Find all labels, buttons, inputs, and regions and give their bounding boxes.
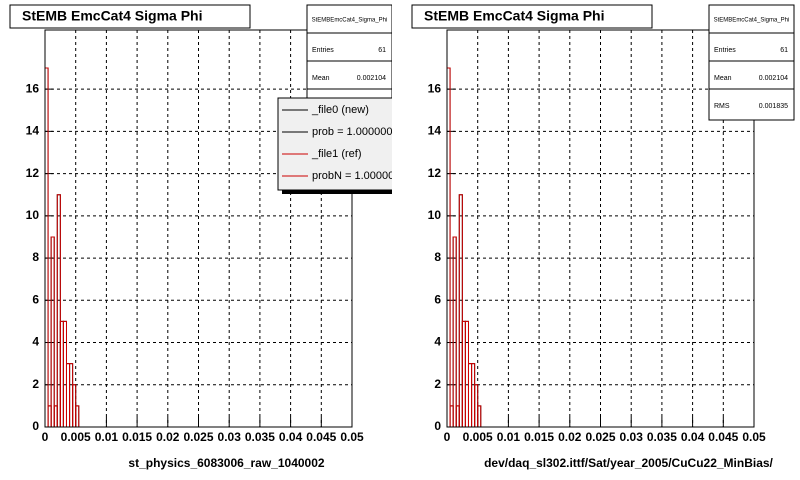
y-tick-label: 0	[434, 419, 441, 433]
stats-label: RMS	[714, 103, 730, 110]
x-tick-label: 0.035	[647, 430, 677, 444]
y-tick-label: 4	[32, 335, 39, 349]
x-tick-label: 0.03	[620, 430, 644, 444]
y-tick-label: 2	[32, 377, 39, 391]
y-tick-label: 8	[32, 250, 39, 264]
y-tick-label: 10	[428, 208, 442, 222]
y-tick-label: 14	[428, 124, 442, 138]
x-tick-label: 0.005	[61, 430, 91, 444]
stats-value: 61	[378, 47, 386, 54]
footer-label: st_physics_6083006_raw_1040002	[128, 456, 324, 470]
y-tick-label: 4	[434, 335, 441, 349]
histogram-bin	[56, 194, 61, 427]
x-tick-label: 0.01	[497, 430, 521, 444]
y-tick-label: 12	[26, 166, 40, 180]
stats-label: Mean	[714, 75, 732, 82]
legend-entry: _file0 (new)	[311, 104, 369, 116]
x-tick-label: 0.04	[681, 430, 705, 444]
y-tick-label: 8	[434, 250, 441, 264]
stats-value: 0.002104	[357, 75, 386, 82]
x-tick-label: 0.015	[122, 430, 152, 444]
x-tick-label: 0	[42, 430, 49, 444]
y-tick-label: 6	[434, 292, 441, 306]
footer-label: dev/daq_sl302.ittf/Sat/year_2005/CuCu22_…	[484, 456, 773, 470]
stats-value: 0.001835	[759, 103, 788, 110]
y-tick-label: 6	[32, 292, 39, 306]
y-tick-label: 2	[434, 377, 441, 391]
x-tick-label: 0.04	[279, 430, 303, 444]
x-tick-label: 0.015	[524, 430, 554, 444]
stats-box	[708, 4, 795, 121]
y-tick-label: 16	[428, 81, 442, 95]
histogram-bin	[50, 236, 55, 427]
histogram-bin	[75, 405, 80, 427]
histogram-bin	[477, 405, 482, 427]
legend-note: probN = 1.000000	[312, 170, 400, 182]
stats-label: Entries	[714, 47, 736, 54]
legend-entry: _file1 (ref)	[311, 148, 362, 160]
x-tick-label: 0.035	[245, 430, 275, 444]
legend-note: prob = 1.000000	[312, 126, 392, 138]
stats-title: StEMBEmcCat4_Sigma_Phi	[714, 18, 790, 24]
title-box	[411, 4, 653, 29]
stats-value: 0.002104	[759, 75, 788, 82]
y-tick-label: 14	[26, 124, 40, 138]
title-box	[9, 4, 251, 29]
stats-value: 61	[780, 47, 788, 54]
x-tick-label: 0.05	[340, 430, 364, 444]
histogram-bin	[452, 236, 457, 427]
pad: 0 2 4 6 8 10 12 14 16 0 0.005 0.01 0.015 0.02 0.025 0.0…	[9, 4, 400, 470]
x-tick-label: 0.005	[463, 430, 493, 444]
y-tick-label: 0	[32, 419, 39, 433]
x-tick-label: 0	[444, 430, 451, 444]
stats-title: StEMBEmcCat4_Sigma_Phi	[312, 18, 388, 24]
y-tick-label: 12	[428, 166, 442, 180]
pad: 0 2 4 6 8 10 12 14 16 0 0.005 0.01 0.015 0.02 0.025 0.0…	[411, 4, 795, 470]
stats-label: Entries	[312, 47, 334, 54]
x-tick-label: 0.02	[558, 430, 582, 444]
x-tick-label: 0.025	[585, 430, 615, 444]
x-tick-label: 0.05	[742, 430, 766, 444]
stats-label: Mean	[312, 75, 330, 82]
x-tick-label: 0.01	[95, 430, 119, 444]
histogram-bin	[458, 194, 463, 427]
y-tick-label: 10	[26, 208, 40, 222]
x-tick-label: 0.03	[218, 430, 242, 444]
legend	[277, 97, 392, 191]
x-tick-label: 0.045	[708, 430, 738, 444]
x-tick-label: 0.02	[156, 430, 180, 444]
y-tick-label: 16	[26, 81, 40, 95]
chart-title: StEMB EmcCat4 Sigma Phi	[22, 8, 203, 24]
chart-title: StEMB EmcCat4 Sigma Phi	[424, 8, 605, 24]
x-tick-label: 0.025	[183, 430, 213, 444]
x-tick-label: 0.045	[306, 430, 336, 444]
